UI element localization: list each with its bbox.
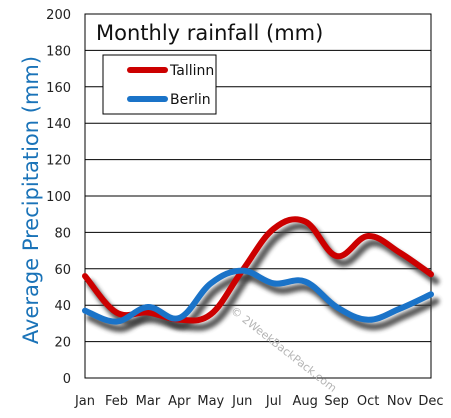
y-tick-label: 140 [46, 117, 71, 132]
x-tick-label: Sep [324, 394, 349, 409]
x-tick-label: Oct [357, 394, 379, 409]
x-tick-label: Dec [418, 394, 443, 409]
y-tick-label: 40 [54, 299, 71, 314]
y-tick-label: 0 [63, 372, 71, 387]
title-box [86, 15, 322, 49]
x-tick-label: Jul [265, 394, 282, 409]
y-tick-label: 120 [46, 154, 71, 169]
legend: Tallinn Berlin [102, 54, 217, 115]
y-axis-ticks: 0 20 40 60 80 100 120 140 160 180 200 [46, 8, 71, 387]
x-tick-label: Apr [168, 394, 191, 409]
y-tick-label: 60 [54, 263, 71, 278]
y-tick-label: 80 [54, 226, 71, 241]
series-line-tallinn [82, 216, 434, 324]
y-tick-label: 100 [46, 190, 71, 205]
x-tick-label: Jan [74, 394, 95, 409]
x-tick-label: Mar [136, 394, 161, 409]
series-lines [82, 216, 434, 325]
y-tick-label: 20 [54, 336, 71, 351]
y-tick-label: 160 [46, 81, 71, 96]
x-tick-label: Jun [231, 394, 252, 409]
x-tick-label: Feb [105, 394, 128, 409]
chart-title: Monthly rainfall (mm) [96, 21, 323, 45]
legend-box [102, 54, 217, 115]
y-axis-label: Average Precipitation (mm) [19, 56, 43, 344]
y-tick-label: 200 [46, 8, 71, 23]
series-shadow-tallinn [86, 222, 440, 332]
x-axis-ticks: Jan Feb Mar Apr May Jun Jul Aug Sep Oct Nov Dec [74, 394, 444, 409]
y-tick-label: 180 [46, 44, 71, 59]
x-tick-label: May [197, 394, 224, 409]
legend-label-berlin: Berlin [170, 92, 211, 108]
x-tick-label: Nov [387, 394, 413, 409]
legend-label-tallinn: Tallinn [169, 63, 214, 79]
series-line-berlin [82, 267, 434, 325]
x-tick-label: Aug [292, 394, 317, 409]
